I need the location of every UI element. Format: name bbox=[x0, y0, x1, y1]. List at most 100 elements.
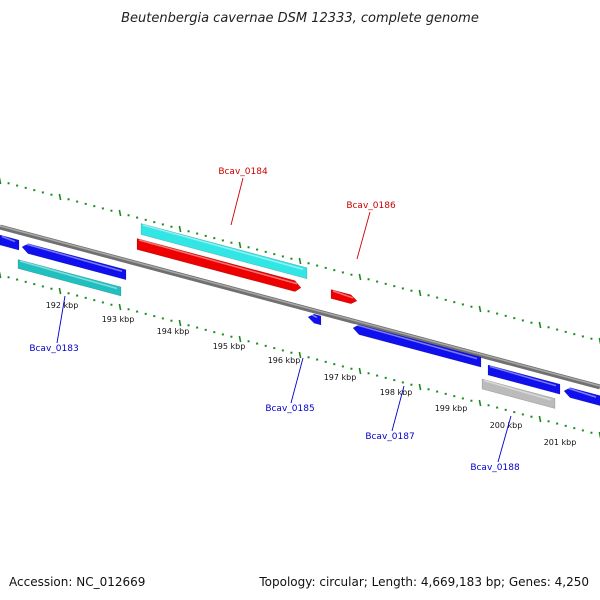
outer-track-dot bbox=[41, 191, 44, 194]
inner-track-major-tick bbox=[358, 367, 362, 375]
inner-track-dot bbox=[436, 390, 439, 393]
outer-track-dot bbox=[33, 189, 36, 192]
cds-bcav-0184-shine bbox=[138, 239, 298, 285]
outer-track-dot bbox=[581, 335, 584, 338]
inner-track-major-tick bbox=[238, 335, 242, 343]
outer-track-dot bbox=[161, 223, 164, 226]
inner-track-dot bbox=[316, 358, 319, 361]
inner-track-dot bbox=[307, 356, 310, 359]
outer-track-dot bbox=[521, 319, 524, 322]
outer-track-major-tick bbox=[238, 241, 242, 249]
outer-track-dot bbox=[470, 305, 473, 308]
outer-track-dot bbox=[213, 237, 216, 240]
outer-track-dot bbox=[487, 310, 490, 313]
inner-track-major-tick bbox=[418, 383, 422, 391]
cds-bcav-0183 bbox=[21, 243, 127, 281]
inner-track-dot bbox=[7, 276, 10, 279]
inner-track-major-tick bbox=[298, 351, 302, 359]
inner-track-dot bbox=[590, 431, 593, 434]
accession-text: Accession: NC_012669 bbox=[9, 575, 146, 589]
inner-track-dot bbox=[213, 331, 216, 334]
inner-track-dot bbox=[453, 395, 456, 398]
gene-label: Bcav_0185 bbox=[265, 404, 314, 414]
inner-track-major-tick bbox=[0, 271, 2, 279]
gene-leader-line bbox=[497, 415, 512, 463]
outer-track-dot bbox=[444, 298, 447, 301]
outer-track-dot bbox=[187, 230, 190, 233]
inner-track-dot bbox=[521, 413, 524, 416]
inner-track-dot bbox=[427, 388, 430, 391]
outer-track-dot bbox=[427, 294, 430, 297]
outer-track-dot bbox=[590, 337, 593, 340]
outer-track-dot bbox=[384, 282, 387, 285]
inner-tick-track bbox=[0, 271, 600, 439]
inner-track-dot bbox=[341, 365, 344, 368]
outer-track-dot bbox=[127, 214, 130, 217]
cds-left-edge-shine bbox=[1, 235, 16, 243]
inner-track-dot bbox=[127, 308, 130, 311]
outer-track-dot bbox=[350, 273, 353, 276]
inner-track-dot bbox=[101, 301, 104, 304]
outer-track-dot bbox=[393, 285, 396, 288]
outer-track-dot bbox=[410, 289, 413, 292]
gene-feature-bcav-0183-shine bbox=[19, 260, 118, 290]
inner-track-major-tick bbox=[538, 415, 542, 423]
outer-track-dot bbox=[496, 312, 499, 315]
outer-track-dot bbox=[367, 278, 370, 281]
inner-track-dot bbox=[204, 328, 207, 331]
inner-track-dot bbox=[281, 349, 284, 352]
genome-backbone bbox=[0, 224, 600, 390]
inner-track-dot bbox=[410, 383, 413, 386]
outer-track-dot bbox=[401, 287, 404, 290]
outer-track-dot bbox=[170, 225, 173, 228]
inner-track-dot bbox=[153, 315, 156, 318]
inner-track-dot bbox=[564, 424, 567, 427]
inner-track-dot bbox=[187, 324, 190, 327]
outer-track-dot bbox=[376, 280, 379, 283]
gene-label: Bcav_0186 bbox=[346, 201, 396, 211]
inner-track-dot bbox=[16, 278, 19, 281]
tick-label: 193 kbp bbox=[102, 315, 135, 324]
gene-leader-line bbox=[230, 177, 244, 226]
outer-track-dot bbox=[316, 264, 319, 267]
cds-bcav-0184 bbox=[136, 238, 302, 292]
outer-track-dot bbox=[196, 232, 199, 235]
inner-track-dot bbox=[247, 340, 250, 343]
cds-right-edge bbox=[563, 387, 600, 406]
inner-track-dot bbox=[221, 333, 224, 336]
tick-label: 192 kbp bbox=[46, 301, 79, 310]
tick-label: 195 kbp bbox=[213, 342, 246, 351]
inner-track-major-tick bbox=[478, 399, 482, 407]
gene-feature-bcav-0184-shine bbox=[142, 224, 304, 270]
outer-track-dot bbox=[50, 193, 53, 196]
map-title: Beutenbergia cavernae DSM 12333, complet… bbox=[121, 11, 479, 26]
gene-label: Bcav_0183 bbox=[29, 344, 78, 354]
inner-track-dot bbox=[161, 317, 164, 320]
inner-track-dot bbox=[401, 381, 404, 384]
outer-track-dot bbox=[204, 234, 207, 237]
outer-track-dot bbox=[461, 303, 464, 306]
feature-track bbox=[0, 223, 600, 409]
outer-track-dot bbox=[573, 333, 576, 336]
inner-track-dot bbox=[393, 379, 396, 382]
inner-track-dot bbox=[324, 360, 327, 363]
outer-track-dot bbox=[556, 328, 559, 331]
inner-track-dot bbox=[581, 429, 584, 432]
outer-track-major-tick bbox=[178, 225, 182, 233]
pseudo-feature-shine bbox=[483, 379, 552, 401]
cds-bcav-0188 bbox=[487, 364, 561, 395]
inner-track-dot bbox=[76, 294, 79, 297]
inner-track-dot bbox=[33, 283, 36, 286]
inner-track-dot bbox=[547, 420, 550, 423]
outer-track-major-tick bbox=[0, 177, 2, 185]
inner-track-major-tick bbox=[58, 287, 62, 295]
outer-track-dot bbox=[24, 186, 27, 189]
outer-track-dot bbox=[281, 255, 284, 258]
inner-track-dot bbox=[556, 422, 559, 425]
outer-track-dot bbox=[264, 250, 267, 253]
gene-leader-line bbox=[56, 295, 66, 344]
inner-track-dot bbox=[230, 335, 233, 338]
outer-track-dot bbox=[153, 221, 156, 224]
gene-leader-line bbox=[290, 357, 304, 404]
